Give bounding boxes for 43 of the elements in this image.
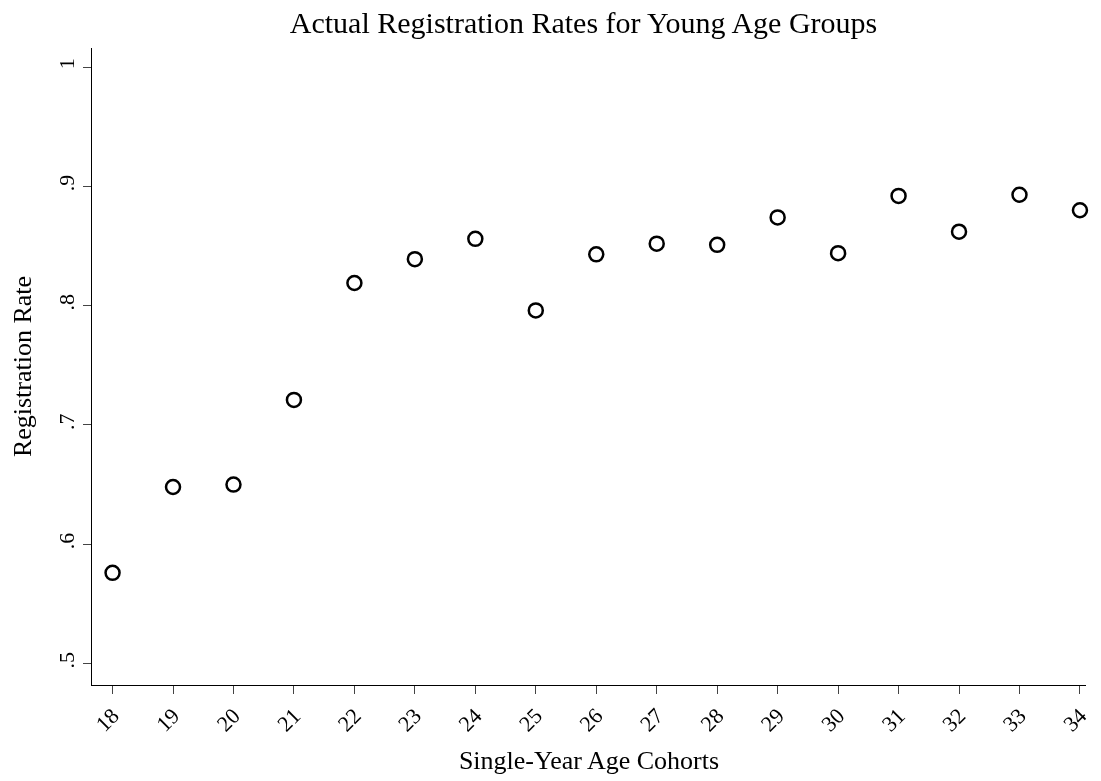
x-tick-label: 24 <box>453 703 487 737</box>
chart-title: Actual Registration Rates for Young Age Groups <box>289 5 878 39</box>
x-axis-title: Single-Year Age Cohorts <box>458 745 720 775</box>
x-tick-label: 25 <box>513 703 548 737</box>
x-tick-label: 29 <box>755 703 789 737</box>
y-tick-label: .7 <box>54 413 80 430</box>
y-tick-label: .6 <box>54 532 80 550</box>
point <box>950 223 968 240</box>
x-tick-label: 27 <box>634 703 669 737</box>
x-tick-label: 23 <box>392 703 427 737</box>
point <box>588 246 605 263</box>
x-tick-label: 30 <box>816 703 850 737</box>
point <box>829 244 847 262</box>
point <box>769 209 786 226</box>
y-axis-title: Registration Rate <box>7 275 37 458</box>
y-tick-label: 1 <box>54 58 80 70</box>
point <box>467 230 484 248</box>
point <box>890 187 907 205</box>
point <box>1011 186 1028 203</box>
x-tick-label: 28 <box>695 703 729 737</box>
point <box>708 236 726 254</box>
point <box>648 235 665 252</box>
point <box>285 391 303 409</box>
x-tick-label: 26 <box>574 703 608 737</box>
x-tick-label: 31 <box>876 703 910 737</box>
x-tick-label: 33 <box>997 703 1031 737</box>
x-tick-label: 20 <box>211 703 245 737</box>
x-tick-label: 19 <box>151 703 185 737</box>
point <box>104 564 121 582</box>
point <box>225 476 242 493</box>
y-tick-label: .8 <box>54 294 80 311</box>
point <box>406 250 424 268</box>
x-tick-label: 32 <box>937 703 971 737</box>
point <box>346 274 363 292</box>
y-tick-label: .5 <box>54 651 80 669</box>
x-tick-label: 21 <box>272 703 306 737</box>
x-tick-label: 22 <box>332 703 366 737</box>
x-tick-label: 34 <box>1058 703 1092 737</box>
point <box>164 478 182 496</box>
y-tick-label: .9 <box>54 174 80 192</box>
x-tick-label: 18 <box>90 703 124 737</box>
point <box>1071 201 1089 219</box>
point <box>527 302 545 319</box>
